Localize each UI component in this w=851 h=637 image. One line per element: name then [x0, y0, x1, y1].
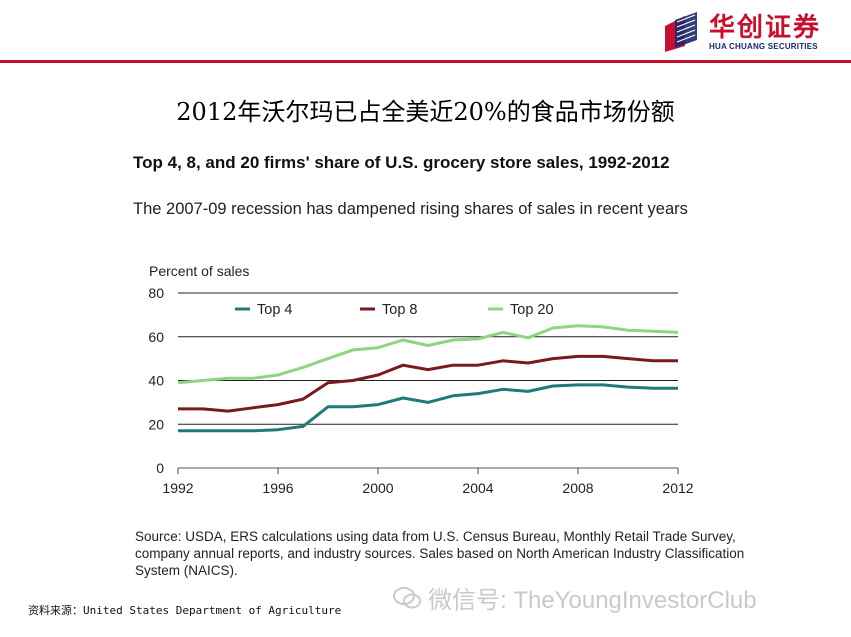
- y-axis-label: Percent of sales: [149, 263, 249, 279]
- slide-title: 2012年沃尔玛已占全美近20%的食品市场份额: [176, 98, 675, 126]
- legend-label: Top 4: [257, 302, 292, 318]
- watermark-text: 微信号: TheYoungInvestorClub: [428, 587, 757, 614]
- logo-name-en: HUA CHUANG SECURITIES: [708, 41, 818, 51]
- chart-subtitle: The 2007-09 recession has dampened risin…: [133, 200, 688, 218]
- legend-background: [231, 297, 316, 317]
- header-rule: [0, 60, 851, 63]
- logo-name-cn: 华创证券: [708, 12, 821, 43]
- legend-background: [484, 297, 578, 317]
- x-tick-label: 2008: [562, 480, 593, 496]
- wechat-watermark: 微信号: TheYoungInvestorClub: [392, 580, 757, 615]
- y-tick-label: 20: [148, 416, 164, 432]
- y-tick-label: 40: [148, 373, 164, 389]
- x-tick-label: 2012: [662, 480, 693, 496]
- footer-source: 资料来源：United States Department of Agricul…: [28, 604, 342, 617]
- wechat-icon: [393, 586, 421, 608]
- company-logo: 华创证券 HUA CHUANG SECURITIES: [661, 12, 821, 52]
- y-tick-label: 60: [148, 329, 164, 345]
- source-note: Source: USDA, ERS calculations using dat…: [135, 529, 745, 578]
- series-line-top-20: [177, 324, 679, 385]
- legend-label: Top 20: [510, 302, 554, 318]
- series-line-top-4: [178, 383, 678, 433]
- series-line-top-8: [178, 354, 678, 413]
- x-tick-label: 2000: [362, 480, 393, 496]
- chart-title: Top 4, 8, and 20 firms' share of U.S. gr…: [133, 153, 670, 172]
- y-tick-label: 80: [148, 285, 164, 301]
- logo-mark-icon: [664, 12, 697, 52]
- legend-background: [356, 297, 441, 317]
- x-tick-label: 1992: [162, 480, 193, 496]
- x-tick-label: 1996: [262, 480, 293, 496]
- y-tick-label: 0: [156, 460, 164, 476]
- legend-label: Top 8: [382, 302, 417, 318]
- x-tick-label: 2004: [462, 480, 493, 496]
